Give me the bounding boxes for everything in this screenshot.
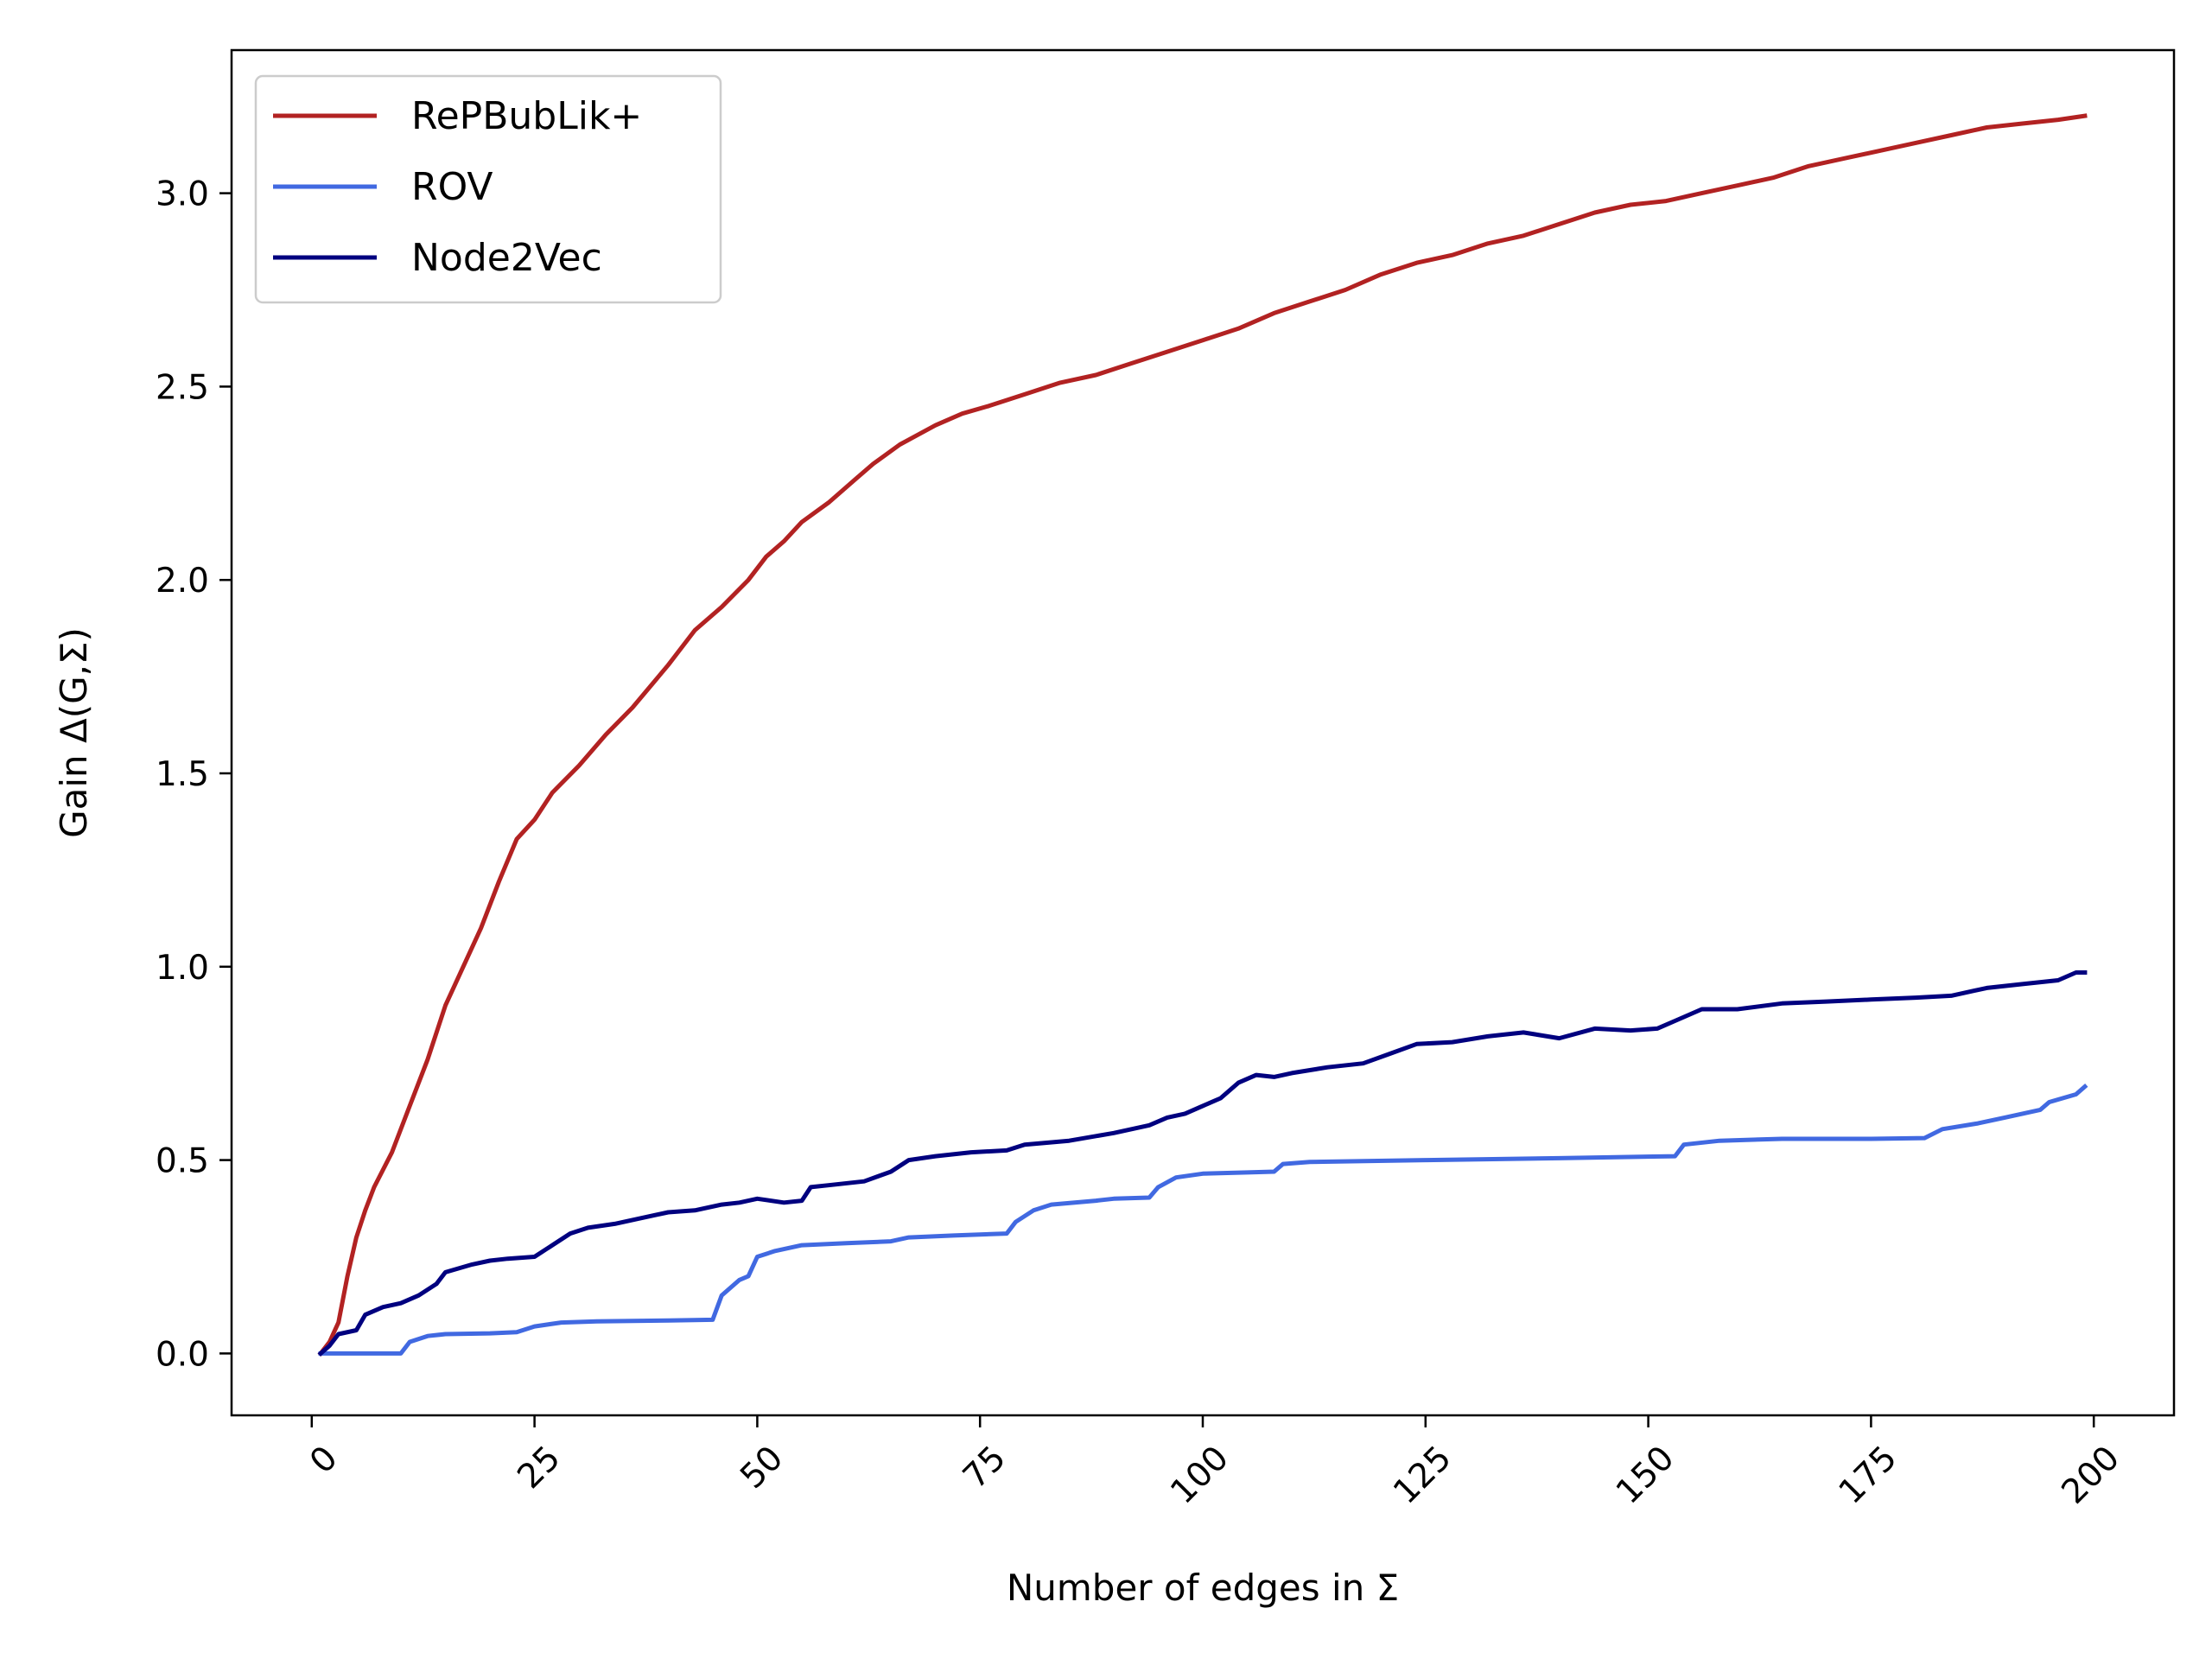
x-tick-label: 200: [2055, 1439, 2127, 1511]
y-axis-label: Gain Δ(G,Σ): [53, 627, 95, 838]
y-tick-label: 3.0: [156, 175, 209, 214]
legend: RePBubLik+ ROV Node2Vec: [254, 74, 722, 304]
x-tick-label: 25: [511, 1439, 569, 1497]
legend-box: [254, 74, 722, 304]
x-tick-label: 75: [956, 1439, 1014, 1497]
series-layer: [317, 113, 2088, 1357]
legend-label: RePBubLik+: [411, 94, 642, 138]
x-axis-label: Number of edges in Σ: [1007, 1567, 1399, 1609]
series-line-1: [318, 1083, 2088, 1356]
series-line-2: [317, 970, 2088, 1357]
y-tick-label: 2.5: [156, 368, 209, 407]
y-axis: 0.0 0.5 1.0 1.5 2.0 2.5 3.0: [156, 175, 232, 1374]
x-axis: 0 25 50 75 100 125 150 175 200: [302, 1415, 2127, 1512]
y-tick-label: 1.5: [156, 755, 209, 794]
x-tick-label: 150: [1609, 1439, 1681, 1511]
x-tick-label: 175: [1832, 1439, 1904, 1511]
y-tick-label: 1.0: [156, 949, 209, 988]
series-line-0: [317, 113, 2088, 1357]
x-tick-label: 100: [1163, 1439, 1236, 1511]
x-tick-label: 125: [1386, 1439, 1459, 1511]
x-tick-label: 50: [733, 1439, 791, 1497]
y-tick-label: 0.5: [156, 1142, 209, 1181]
y-tick-label: 0.0: [156, 1335, 209, 1374]
legend-label: ROV: [411, 165, 493, 209]
x-tick-label: 0: [302, 1439, 345, 1481]
y-tick-label: 2.0: [156, 562, 209, 601]
legend-label: Node2Vec: [411, 236, 602, 280]
